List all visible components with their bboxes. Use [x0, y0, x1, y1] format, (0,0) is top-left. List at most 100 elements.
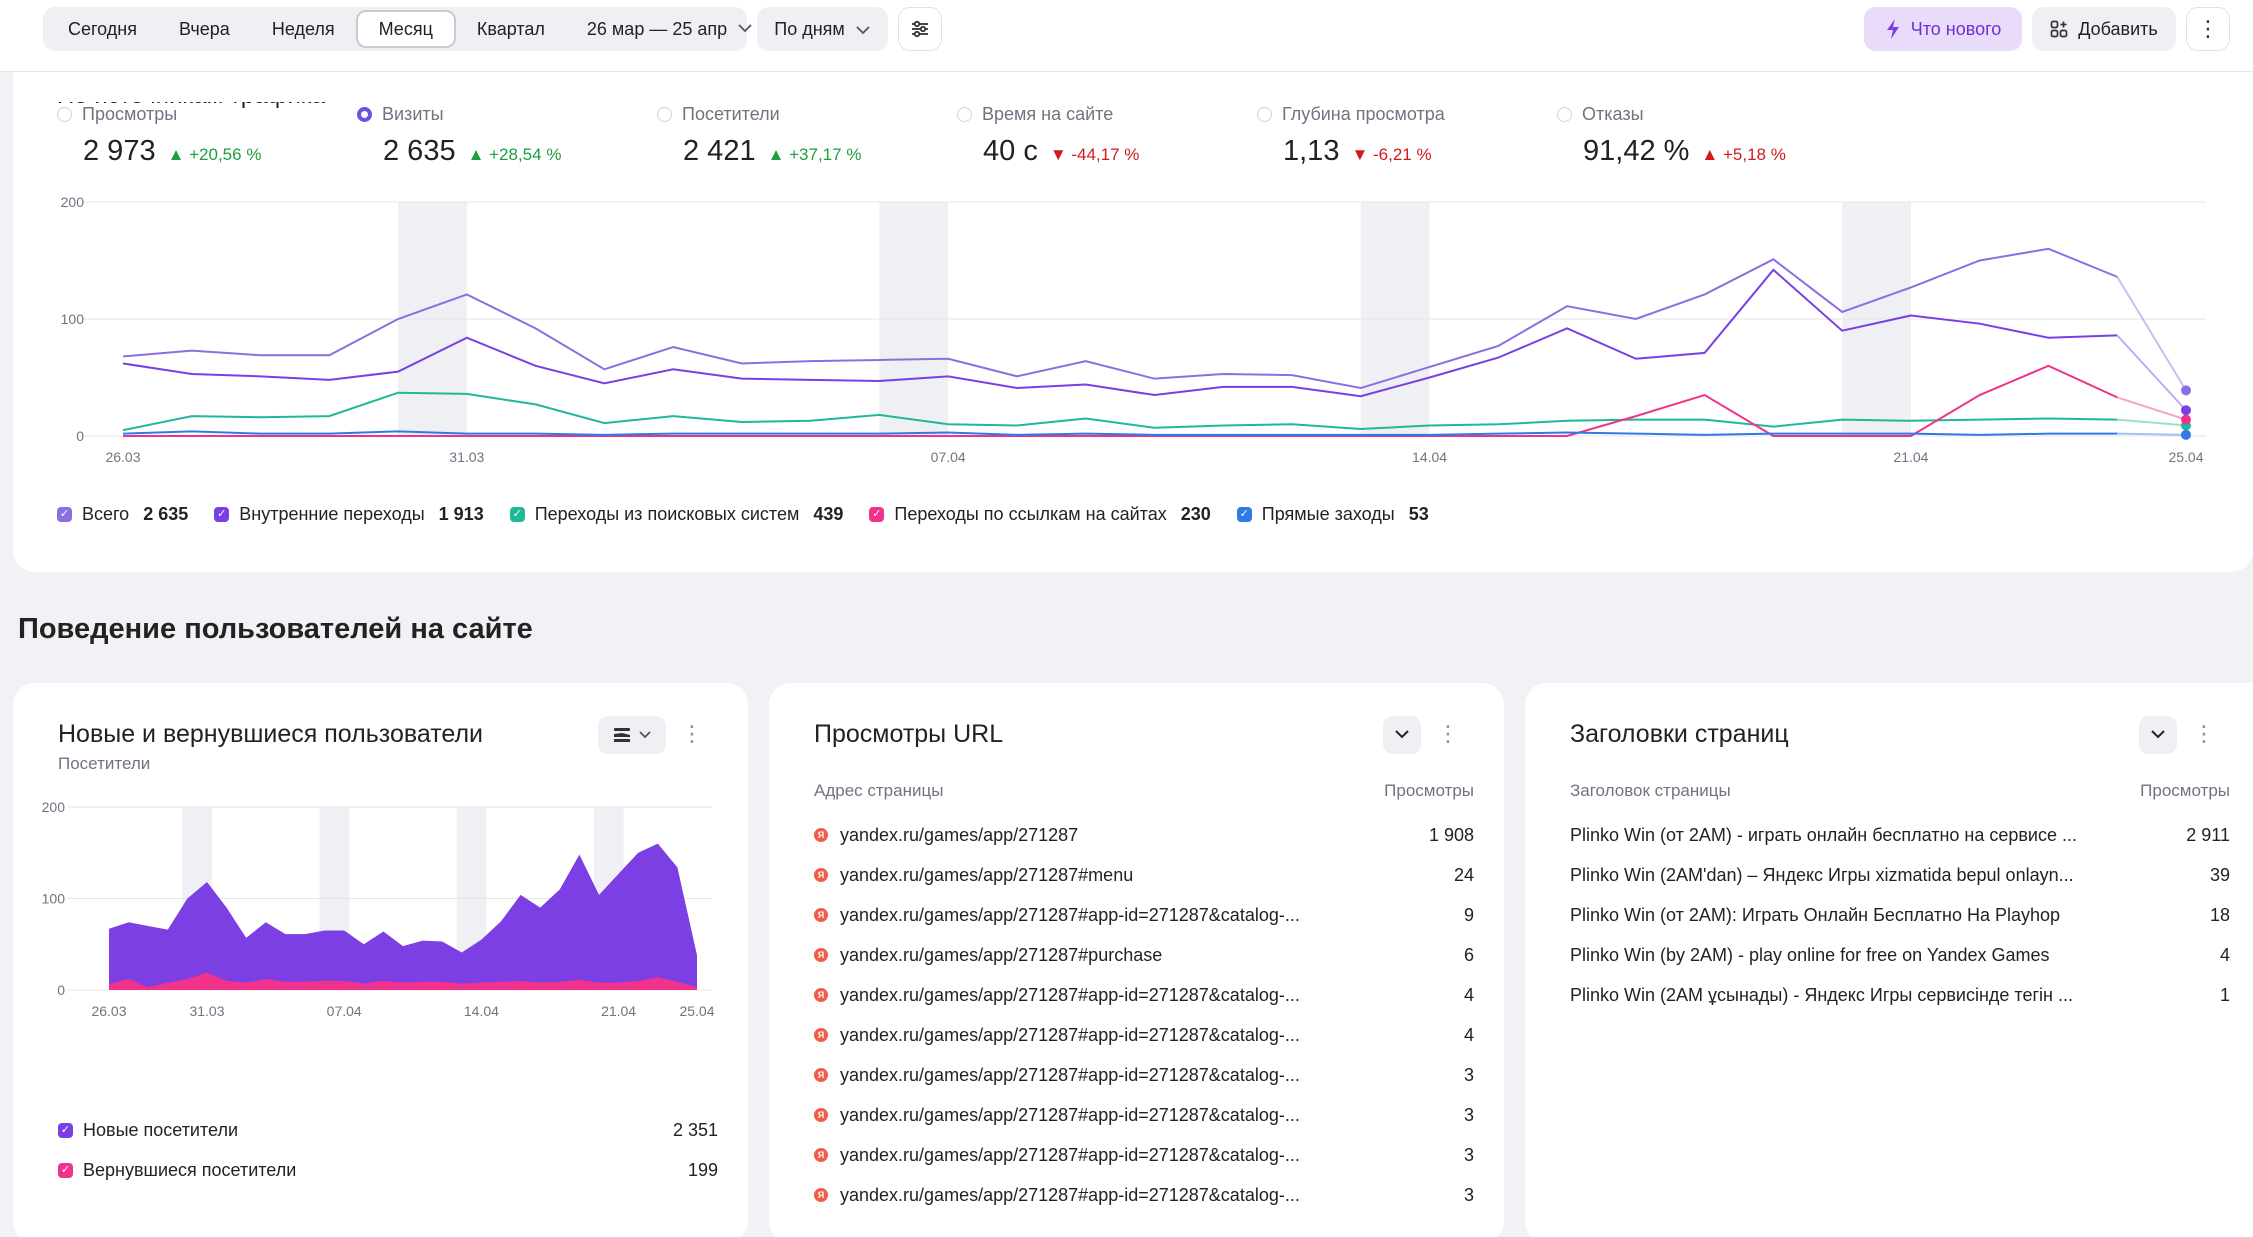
metric-radio[interactable] [357, 107, 372, 122]
favicon-icon: Я [814, 1108, 828, 1122]
kebab-icon[interactable]: ⋮ [1437, 721, 1459, 746]
chevron-down-icon [2150, 726, 2166, 744]
titles-list: Plinko Win (от 2AM) - играть онлайн бесп… [1570, 815, 2230, 1015]
table-row[interactable]: Plinko Win (2AM ұсынады) - Яндекс Игры с… [1570, 975, 2230, 1015]
kebab-icon[interactable]: ⋮ [2193, 721, 2215, 746]
row-label[interactable]: yandex.ru/games/app/271287#app-id=271287… [840, 984, 1300, 1005]
chevron-down-icon [855, 19, 871, 40]
row-label[interactable]: Plinko Win (2AM ұсынады) - Яндекс Игры с… [1570, 984, 2073, 1005]
lightning-icon [1885, 18, 1901, 40]
metric-radio[interactable] [1257, 107, 1272, 122]
period-month[interactable]: Месяц [355, 10, 456, 48]
row-label[interactable]: yandex.ru/games/app/271287#menu [840, 864, 1134, 885]
row-label[interactable]: Plinko Win (by 2AM) - play online for fr… [1570, 944, 2050, 965]
card-subtitle: Посетители [58, 754, 151, 773]
row-value: 4 [1463, 984, 1474, 1005]
checkbox-icon[interactable]: ✓ [869, 507, 885, 522]
x-tick-label: 14.04 [1412, 449, 1447, 465]
metric-radio[interactable] [957, 107, 972, 122]
metric-views[interactable]: Просмотры 2 973 ▲ +20,56 % [57, 104, 261, 168]
kebab-icon[interactable]: ⋮ [681, 721, 703, 746]
row-label[interactable]: yandex.ru/games/app/271287 [840, 824, 1079, 845]
section-title: Поведение пользователей на сайте [18, 613, 533, 645]
legend-item-total[interactable]: ✓ Всего 2 635 [57, 504, 188, 525]
row-label[interactable]: yandex.ru/games/app/271287#app-id=271287… [840, 1024, 1300, 1045]
row-value: 39 [2209, 864, 2230, 885]
grouping-select[interactable]: По дням [757, 7, 888, 51]
favicon-icon: Я [814, 1188, 828, 1202]
legend-value: 53 [1408, 504, 1429, 524]
card-dropdown-button[interactable] [1383, 716, 1421, 754]
metric-time-on-site[interactable]: Время на сайте 40 с ▼ -44,17 % [957, 104, 1139, 168]
metric-depth[interactable]: Глубина просмотра 1,13 ▼ -6,21 % [1257, 104, 1445, 168]
table-row[interactable]: Plinko Win (от 2AM): Играть Онлайн Беспл… [1570, 895, 2230, 935]
legend-item-returning[interactable]: ✓ Вернувшиеся посетители 199 [58, 1150, 718, 1190]
legend-item-new[interactable]: ✓ Новые посетители 2 351 [58, 1110, 718, 1150]
legend-item-links[interactable]: ✓ Переходы по ссылкам на сайтах 230 [869, 504, 1211, 525]
whats-new-button[interactable]: Что нового [1864, 7, 2022, 51]
series-line-partial [2117, 418, 2187, 427]
period-quarter[interactable]: Квартал [476, 18, 545, 39]
row-label[interactable]: Plinko Win (от 2AM): Играть Онлайн Беспл… [1570, 904, 2061, 925]
row-label[interactable]: yandex.ru/games/app/271287#app-id=271287… [840, 904, 1300, 925]
date-range-picker[interactable]: 26 мар — 25 апр [566, 10, 774, 48]
period-yesterday[interactable]: Вчера [179, 18, 230, 39]
y-tick-label: 200 [42, 799, 66, 815]
row-value: 4 [2219, 944, 2230, 965]
add-button[interactable]: Добавить [2032, 7, 2176, 51]
legend-item-direct[interactable]: ✓ Прямые заходы 53 [1236, 504, 1429, 525]
row-label[interactable]: yandex.ru/games/app/271287#app-id=271287… [840, 1184, 1300, 1205]
more-menu-button[interactable]: ⋮ [2186, 7, 2230, 51]
table-row[interactable]: Plinko Win (2AM'dan) – Яндекс Игры xizma… [1570, 855, 2230, 895]
table-row[interactable]: Plinko Win (от 2AM) - играть онлайн бесп… [1570, 815, 2230, 855]
metric-visits[interactable]: Визиты 2 635 ▲ +28,54 % [357, 104, 561, 168]
metric-value: 2 421 [683, 135, 756, 167]
card-title: Просмотры URL [814, 720, 1004, 748]
legend-item-internal[interactable]: ✓ Внутренние переходы 1 913 [214, 504, 484, 525]
series-line-partial [2116, 334, 2187, 411]
filters-button[interactable] [898, 7, 942, 51]
metric-bounce[interactable]: Отказы 91,42 % ▲ +5,18 % [1557, 104, 1786, 168]
x-tick-label: 26.03 [105, 449, 140, 465]
row-value: 3 [1463, 1184, 1474, 1205]
checkbox-icon[interactable]: ✓ [509, 507, 525, 522]
metric-radio[interactable] [57, 107, 72, 122]
checkbox-icon[interactable]: ✓ [57, 507, 72, 522]
period-today[interactable]: Сегодня [68, 18, 137, 39]
row-label[interactable]: yandex.ru/games/app/271287#app-id=271287… [840, 1104, 1300, 1125]
checkbox-icon[interactable]: ✓ [58, 1122, 73, 1138]
row-label[interactable]: Plinko Win (от 2AM) - играть онлайн бесп… [1570, 824, 2077, 845]
table-row[interactable]: Plinko Win (by 2AM) - play online for fr… [1570, 935, 2230, 975]
card-dropdown-button[interactable] [2139, 716, 2177, 754]
metric-visitors[interactable]: Посетители 2 421 ▲ +37,17 % [657, 104, 861, 168]
row-label[interactable]: yandex.ru/games/app/271287#purchase [840, 944, 1163, 965]
metric-radio[interactable] [1557, 107, 1572, 122]
visitors-area-chart[interactable]: 0 100 200 26.03 31.03 07.04 14.04 21.04 25.04 [13, 783, 748, 1083]
checkbox-icon[interactable]: ✓ [214, 507, 230, 522]
area-new-visitors [109, 843, 697, 990]
checkbox-icon[interactable]: ✓ [1236, 507, 1252, 522]
metric-radio[interactable] [657, 107, 672, 122]
widgets-icon [2050, 20, 2068, 38]
row-label[interactable]: yandex.ru/games/app/271287#app-id=271287… [840, 1144, 1300, 1165]
period-week[interactable]: Неделя [271, 18, 335, 39]
chart-type-dropdown[interactable] [598, 716, 666, 754]
checkbox-icon[interactable]: ✓ [58, 1162, 73, 1178]
traffic-line-chart[interactable]: 0 100 200 26.03 31.03 07.04 14.04 21.04 25.04 [0, 180, 2253, 480]
row-label[interactable]: Plinko Win (2AM'dan) – Яндекс Игры xizma… [1570, 864, 2074, 885]
row-label[interactable]: yandex.ru/games/app/271287#app-id=271287… [840, 1064, 1300, 1085]
metric-label: Время на сайте [982, 104, 1114, 124]
legend-item-search[interactable]: ✓ Переходы из поисковых систем 439 [509, 504, 843, 525]
y-tick-label: 100 [42, 891, 66, 907]
series-line [122, 391, 2118, 432]
